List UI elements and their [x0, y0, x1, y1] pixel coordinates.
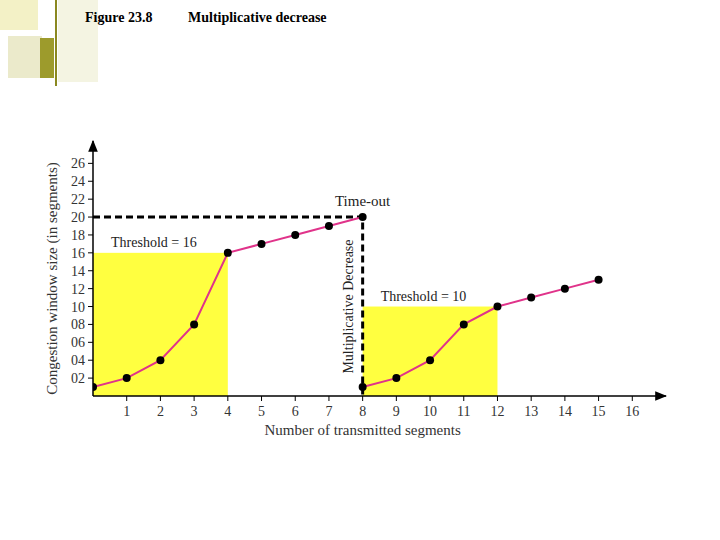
y-tick-label: 22	[71, 192, 85, 207]
x-tick-label: 4	[224, 404, 231, 419]
y-tick	[88, 252, 93, 253]
chart: Figure 23.8 Multiplicative decrease Thresh…	[0, 0, 720, 540]
point	[291, 231, 299, 239]
x-tick-label: 15	[592, 404, 606, 419]
x-tick-label: 5	[258, 404, 265, 419]
series-line	[93, 217, 363, 387]
y-tick-label: 18	[71, 228, 85, 243]
x-tick-label: 2	[157, 404, 164, 419]
x-tick-label: 16	[625, 404, 639, 419]
x-tick	[126, 396, 127, 401]
x-tick-label: 14	[558, 404, 572, 419]
point	[527, 294, 535, 302]
y-tick-label: 14	[71, 264, 85, 279]
deco-line	[55, 0, 57, 86]
x-tick	[160, 396, 161, 401]
y-tick-label: 02	[71, 371, 85, 386]
x-tick-label: 12	[490, 404, 504, 419]
y-tick	[88, 360, 93, 361]
x-tick	[463, 396, 464, 401]
y-tick-label: 06	[71, 335, 85, 350]
x-tick-label: 11	[457, 404, 470, 419]
x-tick-label: 1	[123, 404, 130, 419]
x-tick	[261, 396, 262, 401]
timeout-label: Time-out	[335, 193, 391, 209]
x-tick-label: 10	[423, 404, 437, 419]
y-tick	[88, 342, 93, 343]
y-tick	[88, 181, 93, 182]
y-axis	[92, 141, 94, 396]
x-tick	[194, 396, 195, 401]
y-tick	[88, 378, 93, 379]
y-tick-label: 08	[71, 317, 85, 332]
x-tick	[396, 396, 397, 401]
x-tick-label: 9	[393, 404, 400, 419]
y-tick	[88, 199, 93, 200]
point	[325, 222, 333, 230]
x-tick-label: 7	[325, 404, 332, 419]
x-axis	[93, 395, 666, 397]
point	[224, 249, 232, 257]
threshold-label: Threshold = 10	[381, 289, 467, 304]
timeout-line	[93, 217, 363, 396]
x-axis-label: Number of transmitted segments	[265, 422, 461, 438]
x-tick	[430, 396, 431, 401]
point	[392, 374, 400, 382]
point	[493, 303, 501, 311]
x-tick	[328, 396, 329, 401]
y-tick	[88, 234, 93, 235]
point	[426, 356, 434, 364]
point	[156, 356, 164, 364]
x-tick	[497, 396, 498, 401]
x-tick-label: 8	[359, 404, 366, 419]
x-tick	[632, 396, 633, 401]
x-tick-label: 13	[524, 404, 538, 419]
plot-area	[93, 213, 603, 391]
threshold-regions	[93, 253, 497, 396]
x-tick	[531, 396, 532, 401]
deco-block	[0, 0, 38, 30]
point	[359, 383, 367, 391]
threshold-region	[93, 253, 228, 396]
point	[460, 320, 468, 328]
y-tick	[88, 324, 93, 325]
x-tick	[564, 396, 565, 401]
point	[595, 276, 603, 284]
subtitle: Multiplicative decrease	[188, 10, 327, 25]
y-tick	[88, 270, 93, 271]
x-tick	[227, 396, 228, 401]
y-tick-label: 24	[71, 174, 85, 189]
x-tick	[598, 396, 599, 401]
y-tick-label: 12	[71, 282, 85, 297]
point	[123, 374, 131, 382]
x-tick	[295, 396, 296, 401]
x-tick	[362, 396, 363, 401]
y-tick-label: 26	[71, 156, 85, 171]
y-tick-label: 16	[71, 246, 85, 261]
point	[561, 285, 569, 293]
point	[93, 383, 97, 391]
point	[190, 320, 198, 328]
deco-block	[40, 38, 54, 78]
y-tick	[88, 163, 93, 164]
series-line	[363, 280, 599, 387]
x-tick-label: 6	[292, 404, 299, 419]
y-tick	[88, 288, 93, 289]
title: Figure 23.8	[85, 10, 152, 25]
y-tick	[88, 306, 93, 307]
point	[258, 240, 266, 248]
x-tick-label: 3	[191, 404, 198, 419]
y-tick-label: 10	[71, 300, 85, 315]
deco-block	[8, 36, 42, 78]
y-tick	[88, 217, 93, 218]
y-tick-label: 04	[71, 353, 85, 368]
timeout-lines	[93, 217, 363, 396]
threshold-label: Threshold = 16	[111, 235, 197, 250]
y-tick-label: 20	[71, 210, 85, 225]
y-axis-label: Congestion window size (in segments)	[44, 162, 61, 394]
decrease-label: Multiplicative Decrease	[341, 239, 356, 373]
decoration	[0, 0, 98, 86]
point	[359, 213, 367, 221]
